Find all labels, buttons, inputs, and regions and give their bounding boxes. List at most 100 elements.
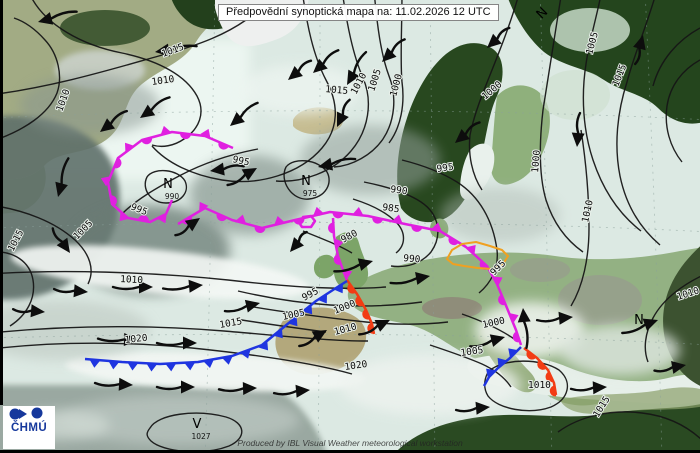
pressure-center-value: 975 xyxy=(303,189,318,198)
map-edge-bottom xyxy=(0,450,700,453)
wind-arrow xyxy=(357,320,390,336)
wind-arrow xyxy=(93,377,133,391)
isobar-label: 1010 xyxy=(151,74,175,88)
warm-front-semicircle xyxy=(110,195,117,207)
wind-arrow xyxy=(569,381,607,395)
cold-front-triangle xyxy=(274,215,285,226)
isobar-label: 995 xyxy=(436,162,455,175)
warm-front-semicircle xyxy=(328,222,334,234)
warm-front-semicircle xyxy=(549,385,557,397)
wind-arrow xyxy=(217,381,257,395)
isobar-label: 1005 xyxy=(281,307,306,323)
wind-arrow xyxy=(230,101,259,126)
isobar-label: 1015 xyxy=(325,84,349,97)
wind-arrow xyxy=(313,49,340,73)
pressure-center-symbol: N xyxy=(634,313,644,328)
map-title: Předpovědní synoptická mapa na: 11.02.20… xyxy=(218,4,499,21)
cold-front-triangle xyxy=(200,128,211,139)
front-occluded xyxy=(328,217,353,281)
wind-arrow xyxy=(210,162,245,176)
highlighted-country-border xyxy=(446,241,509,270)
wind-arrow xyxy=(298,330,327,348)
isobar-label: 1005 xyxy=(460,345,484,359)
cold-front-triangle xyxy=(486,368,496,379)
warm-front-semicircle xyxy=(141,137,153,145)
wind-arrow xyxy=(469,334,505,348)
wind-arrow xyxy=(653,361,686,374)
warm-front-semicircle xyxy=(498,294,506,306)
isobar-label: 1005 xyxy=(366,68,384,93)
map-edge-left xyxy=(0,0,3,405)
cold-front-triangle xyxy=(127,362,139,371)
pressure-center-value: 990 xyxy=(165,192,180,201)
wind-arrow xyxy=(633,35,646,66)
cold-front-triangle xyxy=(125,142,135,153)
isobar-label: 1015 xyxy=(6,228,26,253)
pressure-center-symbol: N xyxy=(163,177,173,192)
cold-front-triangle xyxy=(431,222,442,232)
wind-arrow xyxy=(535,311,573,325)
isobar-label: 1005 xyxy=(584,31,601,56)
cold-front-triangle xyxy=(302,304,313,315)
cold-front-triangle xyxy=(333,283,343,294)
isobar-label: 1000 xyxy=(481,315,506,331)
warm-front-semicircle xyxy=(355,296,364,307)
warm-front-semicircle xyxy=(180,132,192,140)
wind-arrow xyxy=(290,230,308,252)
isobar-label: 990 xyxy=(403,253,421,265)
cold-front-triangle xyxy=(156,213,167,224)
pressure-center-n: N xyxy=(534,5,551,22)
isobar-label: 1010 xyxy=(333,321,358,338)
wind-arrow xyxy=(571,111,585,147)
front-occluded xyxy=(177,201,523,346)
cold-front-triangle xyxy=(492,276,503,287)
warm-front-semicircle xyxy=(411,225,423,232)
warm-front-semicircle xyxy=(113,157,122,169)
wind-arrow xyxy=(487,26,511,48)
cold-front-triangle xyxy=(199,201,209,212)
pressure-center-symbol: N xyxy=(534,5,551,22)
wind-arrow xyxy=(155,43,198,57)
isobar-label: 1015 xyxy=(219,316,243,331)
cold-front-triangle xyxy=(108,360,120,370)
cold-front-triangle xyxy=(165,363,177,372)
isobar-label: 1020 xyxy=(124,333,148,346)
wind-arrow xyxy=(55,157,70,197)
wind-arrow xyxy=(318,157,357,171)
cold-front-triangle xyxy=(313,206,324,216)
wind-arrow xyxy=(226,168,257,187)
wind-arrow xyxy=(155,380,195,394)
front-occluded xyxy=(298,214,317,229)
cold-front-triangle xyxy=(509,313,519,324)
chmu-logo-icon xyxy=(9,407,43,420)
warm-front-semicircle xyxy=(362,309,370,320)
warm-front-semicircle xyxy=(218,141,229,150)
cold-front-triangle xyxy=(146,363,158,372)
cold-front-triangle xyxy=(342,269,353,280)
warm-front-semicircle xyxy=(372,216,384,224)
wind-arrow xyxy=(517,308,531,350)
pressure-center-symbol: N xyxy=(301,174,311,189)
wind-arrow xyxy=(333,258,373,273)
isobar-label: 1000 xyxy=(530,149,543,173)
wind-arrow xyxy=(161,279,203,293)
cold-front-triangle xyxy=(334,238,344,250)
isobar-label: 990 xyxy=(390,184,409,197)
isobar-label: 1010 xyxy=(120,274,144,286)
wind-arrow xyxy=(288,59,313,80)
wind-arrow xyxy=(347,50,368,85)
warm-front-semicircle xyxy=(332,212,344,219)
cold-front-triangle xyxy=(288,316,298,327)
chmu-logo-text: ČHMÚ xyxy=(10,421,48,434)
pressure-center-value: 1027 xyxy=(191,432,210,441)
chmu-logo: ČHMÚ xyxy=(3,406,55,449)
wind-arrow xyxy=(389,272,430,285)
warm-front-semicircle xyxy=(333,254,342,265)
warm-front-semicircle xyxy=(254,226,266,233)
wind-arrow xyxy=(272,384,310,398)
wind-arrows xyxy=(11,10,686,415)
credit-line: Produced by IBL Visual Weather meteorolo… xyxy=(237,438,463,448)
